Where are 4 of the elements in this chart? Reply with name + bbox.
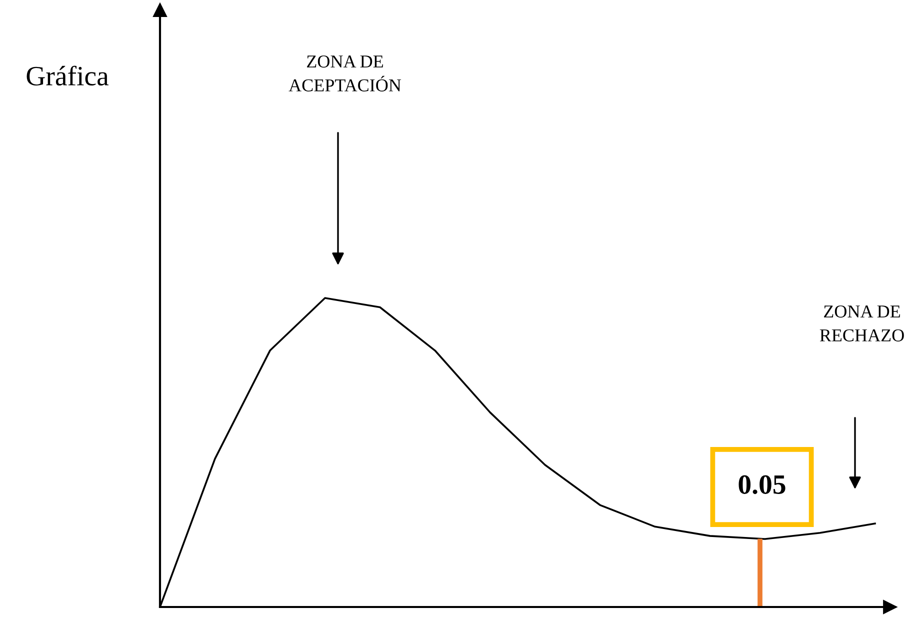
annotation: 0.05: [738, 475, 786, 494]
annotation: ZONA DE RECHAZO: [820, 305, 904, 342]
chart-title: Gráfica: [26, 66, 109, 86]
text: ZONA DE ACEPTACIÓN: [288, 55, 402, 92]
